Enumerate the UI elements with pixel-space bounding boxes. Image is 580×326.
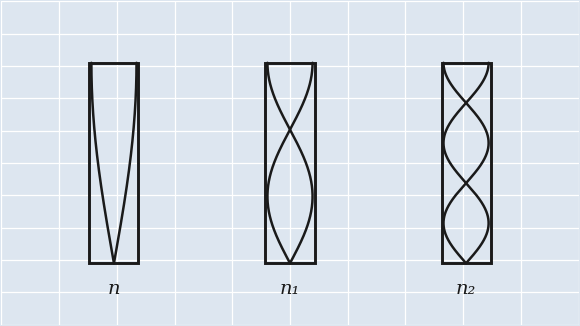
Text: n₁: n₁ [280,280,300,298]
Bar [266,63,314,263]
Bar [89,63,139,263]
Text: n: n [108,280,120,298]
Text: n₂: n₂ [456,280,476,298]
Bar [441,63,491,263]
